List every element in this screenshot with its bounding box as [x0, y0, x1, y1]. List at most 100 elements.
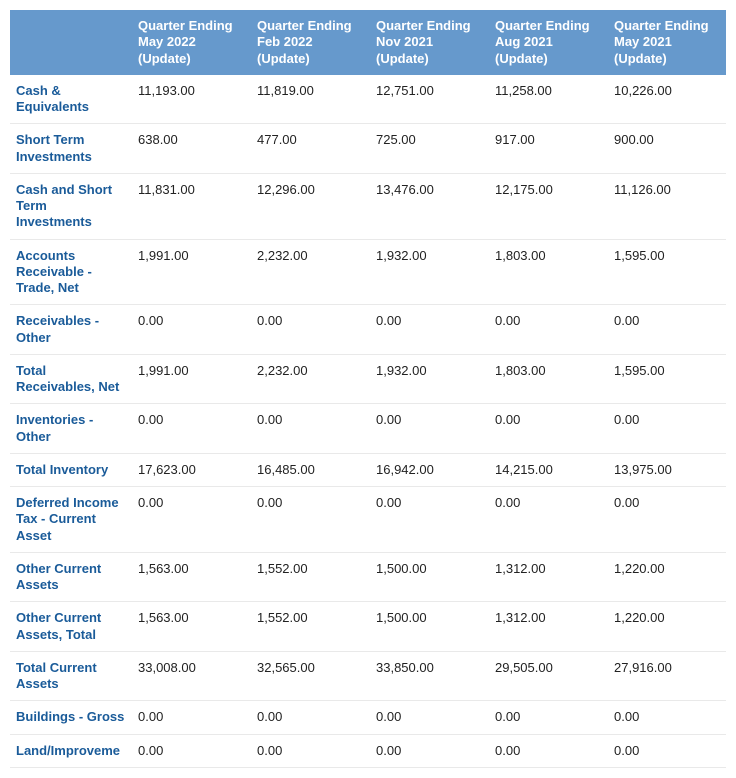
- cell-value: 11,126.00: [608, 173, 726, 239]
- table-row: Deferred Income Tax - Current Asset0.000…: [10, 487, 726, 553]
- cell-value: 33,850.00: [370, 651, 489, 701]
- cell-value: 2,232.00: [251, 354, 370, 404]
- col-header-aug-2021: Quarter Ending Aug 2021 (Update): [489, 10, 608, 75]
- cell-value: 477.00: [251, 124, 370, 174]
- cell-value: 0.00: [608, 734, 726, 767]
- cell-value: 11,831.00: [132, 173, 251, 239]
- cell-value: 0.00: [132, 734, 251, 767]
- table-row: Total Current Assets33,008.0032,565.0033…: [10, 651, 726, 701]
- cell-value: 10,226.00: [608, 75, 726, 124]
- table-row: Cash & Equivalents11,193.0011,819.0012,7…: [10, 75, 726, 124]
- cell-value: 0.00: [489, 305, 608, 355]
- table-row: Other Current Assets, Total1,563.001,552…: [10, 602, 726, 652]
- col-header-nov-2021: Quarter Ending Nov 2021 (Update): [370, 10, 489, 75]
- row-label: Cash & Equivalents: [10, 75, 132, 124]
- cell-value: 1,312.00: [489, 552, 608, 602]
- cell-value: 2,232.00: [251, 239, 370, 305]
- cell-value: 900.00: [608, 124, 726, 174]
- row-label: Total Current Assets: [10, 651, 132, 701]
- row-label: Other Current Assets: [10, 552, 132, 602]
- table-row: Inventories - Other0.000.000.000.000.00: [10, 404, 726, 454]
- row-label: Short Term Investments: [10, 124, 132, 174]
- cell-value: 16,942.00: [370, 453, 489, 486]
- table-row: Receivables - Other0.000.000.000.000.00: [10, 305, 726, 355]
- cell-value: 12,175.00: [489, 173, 608, 239]
- cell-value: 0.00: [251, 305, 370, 355]
- row-label: Land/Improveme: [10, 734, 132, 767]
- col-header-may-2022: Quarter Ending May 2022 (Update): [132, 10, 251, 75]
- cell-value: 0.00: [132, 404, 251, 454]
- cell-value: 0.00: [370, 701, 489, 734]
- cell-value: 14,215.00: [489, 453, 608, 486]
- table-row: Land/Improveme0.000.000.000.000.00: [10, 734, 726, 767]
- cell-value: 13,975.00: [608, 453, 726, 486]
- row-label: Other Current Assets, Total: [10, 602, 132, 652]
- cell-value: 0.00: [370, 404, 489, 454]
- cell-value: 1,991.00: [132, 239, 251, 305]
- table-body: Cash & Equivalents11,193.0011,819.0012,7…: [10, 75, 726, 768]
- cell-value: 13,476.00: [370, 173, 489, 239]
- col-header-blank: [10, 10, 132, 75]
- cell-value: 1,500.00: [370, 602, 489, 652]
- cell-value: 1,552.00: [251, 602, 370, 652]
- financial-table: Quarter Ending May 2022 (Update) Quarter…: [10, 10, 726, 768]
- table-row: Short Term Investments638.00477.00725.00…: [10, 124, 726, 174]
- row-label: Accounts Receivable - Trade, Net: [10, 239, 132, 305]
- table-row: Buildings - Gross0.000.000.000.000.00: [10, 701, 726, 734]
- row-label: Receivables - Other: [10, 305, 132, 355]
- cell-value: 1,932.00: [370, 354, 489, 404]
- cell-value: 0.00: [132, 305, 251, 355]
- row-label: Total Inventory: [10, 453, 132, 486]
- cell-value: 1,595.00: [608, 354, 726, 404]
- row-label: Buildings - Gross: [10, 701, 132, 734]
- cell-value: 33,008.00: [132, 651, 251, 701]
- table-row: Total Receivables, Net1,991.002,232.001,…: [10, 354, 726, 404]
- cell-value: 1,991.00: [132, 354, 251, 404]
- cell-value: 0.00: [370, 305, 489, 355]
- cell-value: 1,220.00: [608, 602, 726, 652]
- cell-value: 0.00: [608, 305, 726, 355]
- cell-value: 29,505.00: [489, 651, 608, 701]
- cell-value: 27,916.00: [608, 651, 726, 701]
- table-header-row: Quarter Ending May 2022 (Update) Quarter…: [10, 10, 726, 75]
- cell-value: 0.00: [489, 404, 608, 454]
- cell-value: 1,932.00: [370, 239, 489, 305]
- cell-value: 0.00: [251, 487, 370, 553]
- cell-value: 1,563.00: [132, 552, 251, 602]
- cell-value: 11,258.00: [489, 75, 608, 124]
- cell-value: 0.00: [489, 487, 608, 553]
- cell-value: 0.00: [132, 701, 251, 734]
- table-row: Accounts Receivable - Trade, Net1,991.00…: [10, 239, 726, 305]
- cell-value: 17,623.00: [132, 453, 251, 486]
- cell-value: 725.00: [370, 124, 489, 174]
- row-label: Total Receivables, Net: [10, 354, 132, 404]
- row-label: Inventories - Other: [10, 404, 132, 454]
- cell-value: 0.00: [251, 734, 370, 767]
- cell-value: 1,803.00: [489, 239, 608, 305]
- col-header-feb-2022: Quarter Ending Feb 2022 (Update): [251, 10, 370, 75]
- row-label: Deferred Income Tax - Current Asset: [10, 487, 132, 553]
- row-label: Cash and Short Term Investments: [10, 173, 132, 239]
- cell-value: 0.00: [608, 701, 726, 734]
- cell-value: 1,552.00: [251, 552, 370, 602]
- cell-value: 12,751.00: [370, 75, 489, 124]
- cell-value: 0.00: [251, 701, 370, 734]
- cell-value: 0.00: [132, 487, 251, 553]
- cell-value: 0.00: [608, 404, 726, 454]
- cell-value: 1,563.00: [132, 602, 251, 652]
- cell-value: 16,485.00: [251, 453, 370, 486]
- col-header-may-2021: Quarter Ending May 2021 (Update): [608, 10, 726, 75]
- cell-value: 0.00: [370, 487, 489, 553]
- cell-value: 12,296.00: [251, 173, 370, 239]
- table-row: Total Inventory17,623.0016,485.0016,942.…: [10, 453, 726, 486]
- cell-value: 638.00: [132, 124, 251, 174]
- cell-value: 1,220.00: [608, 552, 726, 602]
- cell-value: 0.00: [370, 734, 489, 767]
- cell-value: 11,193.00: [132, 75, 251, 124]
- cell-value: 917.00: [489, 124, 608, 174]
- cell-value: 0.00: [489, 734, 608, 767]
- cell-value: 1,803.00: [489, 354, 608, 404]
- cell-value: 1,312.00: [489, 602, 608, 652]
- cell-value: 32,565.00: [251, 651, 370, 701]
- cell-value: 1,500.00: [370, 552, 489, 602]
